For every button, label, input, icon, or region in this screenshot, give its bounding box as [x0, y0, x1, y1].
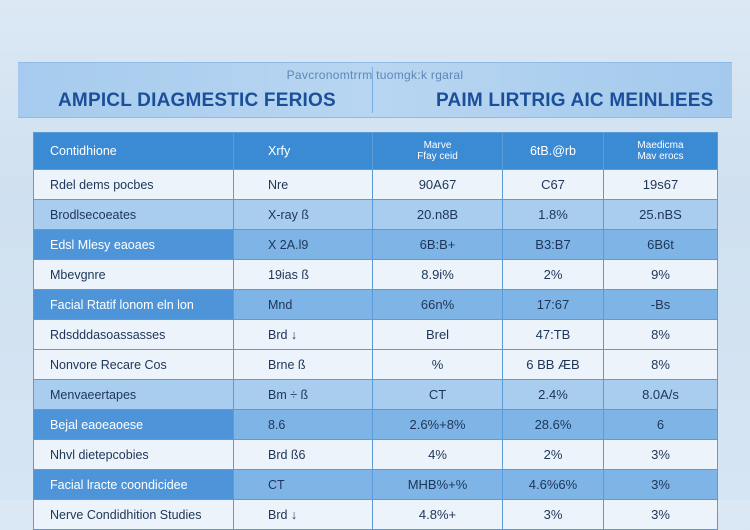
table-row[interactable]: Nonvore Recare Cos Brne ß% 6 BB ÆB 8%	[33, 349, 718, 380]
table-cell: Facial lracte coondicidee	[33, 469, 234, 500]
table-cell: 3%	[603, 469, 718, 500]
column-header[interactable]: 6tB.@rb	[502, 132, 604, 170]
table-cell: Mnd	[233, 289, 373, 320]
table-cell: 8.6	[233, 409, 373, 440]
table-cell: -Bs	[603, 289, 718, 320]
table-cell: B3:B7	[502, 229, 604, 260]
table-cell: Bejal eaoeaoese	[33, 409, 234, 440]
table-cell: MHB%+%	[372, 469, 503, 500]
table-cell: 6B6t	[603, 229, 718, 260]
table-cell: 28.6%	[502, 409, 604, 440]
column-header[interactable]: Marve Ffay ceid	[372, 132, 503, 170]
column-header[interactable]: Xrfy	[233, 132, 373, 170]
table-cell: %	[372, 349, 503, 380]
table-cell: Nerve Condidhition Studies	[33, 499, 234, 530]
table-cell: CT	[372, 379, 503, 410]
table-cell: X 2A.l9	[233, 229, 373, 260]
table-cell: Nre	[233, 169, 373, 200]
table-row[interactable]: Rdel dems pocbes Nre 90A67 C67 19s67	[33, 169, 718, 200]
column-header[interactable]: Maedicma Mav erocs	[603, 132, 718, 170]
table-cell: 3%	[603, 499, 718, 530]
table-cell: Bm ÷ ß	[233, 379, 373, 410]
table-cell: Mbevgnre	[33, 259, 234, 290]
table-cell: Facial Rtatif lonom eln lon	[33, 289, 234, 320]
table-cell: 2%	[502, 259, 604, 290]
table-row[interactable]: Rdsdddasoassasses Brd ↓ Brel 47:TB 8%	[33, 319, 718, 350]
table-cell: 17:67	[502, 289, 604, 320]
table-cell: 6B:B+	[372, 229, 503, 260]
table-cell: 2.6%+8%	[372, 409, 503, 440]
table-cell: Rdsdddasoassasses	[33, 319, 234, 350]
table-cell: 90A67	[372, 169, 503, 200]
table-row[interactable]: Bejal eaoeaoese 8.6 2.6%+8% 28.6% 6	[33, 409, 718, 440]
table-cell: 6	[603, 409, 718, 440]
table-cell: 8%	[603, 319, 718, 350]
table-cell: Edsl Mlesy eaoaes	[33, 229, 234, 260]
table-row[interactable]: Edsl Mlesy eaoaes X 2A.l9 6B:B+ B3:B7 6B6t	[33, 229, 718, 260]
column-header[interactable]: Contidhione	[33, 132, 234, 170]
table-cell: 19s67	[603, 169, 718, 200]
table-cell: 66n%	[372, 289, 503, 320]
table-row[interactable]: Facial lracte coondicidee CT MHB%+% 4.6%6% 3…	[33, 469, 718, 500]
table-cell: Rdel dems pocbes	[33, 169, 234, 200]
table-cell: Brel	[372, 319, 503, 350]
table-cell: 19ias ß	[233, 259, 373, 290]
table-cell: X-ray ß	[233, 199, 373, 230]
table-cell: 20.n8B	[372, 199, 503, 230]
table-row[interactable]: Brodlsecoeates X-ray ß 20.n8B 1.8% 25.nBS	[33, 199, 718, 230]
table-cell: Brodlsecoeates	[33, 199, 234, 230]
table-cell: Brne ß	[233, 349, 373, 380]
table-cell: 8.9i%	[372, 259, 503, 290]
banner-divider	[372, 67, 373, 113]
table-cell: 4%	[372, 439, 503, 470]
table-cell: 2.4%	[502, 379, 604, 410]
table-cell: 47:TB	[502, 319, 604, 350]
table-cell: 4.8%+	[372, 499, 503, 530]
table-cell: 3%	[502, 499, 604, 530]
table-cell: Brd ↓	[233, 319, 373, 350]
table-cell: CT	[233, 469, 373, 500]
table-cell: 8%	[603, 349, 718, 380]
title-banner: Pavcronomtrrm tuomgk:k rgaral AMPICL DIA…	[18, 62, 732, 118]
table-row[interactable]: Menvaeertapes Bm ÷ ß CT 2.4% 8.0A/s	[33, 379, 718, 410]
table-row[interactable]: Mbevgnre 19ias ß 8.9i% 2% 9%	[33, 259, 718, 290]
table-cell: 8.0A/s	[603, 379, 718, 410]
table-cell: 1.8%	[502, 199, 604, 230]
table-row[interactable]: Facial Rtatif lonom eln lon Mnd 66n% 17:67-…	[33, 289, 718, 320]
table-cell: 2%	[502, 439, 604, 470]
diagnostic-table: Contidhione Xrfy Marve Ffay ceid 6tB.@rb …	[33, 132, 718, 530]
table-cell: C67	[502, 169, 604, 200]
table-cell: 9%	[603, 259, 718, 290]
table-cell: 25.nBS	[603, 199, 718, 230]
table-cell: Nhvl dietepcobies	[33, 439, 234, 470]
table-cell: Brd ↓	[233, 499, 373, 530]
table-cell: 6 BB ÆB	[502, 349, 604, 380]
table-cell: Brd ß6	[233, 439, 373, 470]
table-cell: 4.6%6%	[502, 469, 604, 500]
table-row[interactable]: Nhvl dietepcobies Brd ß6 4% 2% 3%	[33, 439, 718, 470]
table-header-row: Contidhione Xrfy Marve Ffay ceid 6tB.@rb …	[33, 132, 718, 170]
table-row[interactable]: Nerve Condidhition Studies Brd ↓ 4.8%+ 3% 3%	[33, 499, 718, 530]
banner-title-right: PAIM LIRTRIG AIC MEINLIEES	[436, 90, 714, 111]
table-cell: Nonvore Recare Cos	[33, 349, 234, 380]
table-cell: Menvaeertapes	[33, 379, 234, 410]
banner-subtitle: Pavcronomtrrm tuomgk:k rgaral	[286, 68, 464, 82]
banner-title-left: AMPICL DIAGMESTIC FERIOS	[58, 90, 336, 111]
table-cell: 3%	[603, 439, 718, 470]
